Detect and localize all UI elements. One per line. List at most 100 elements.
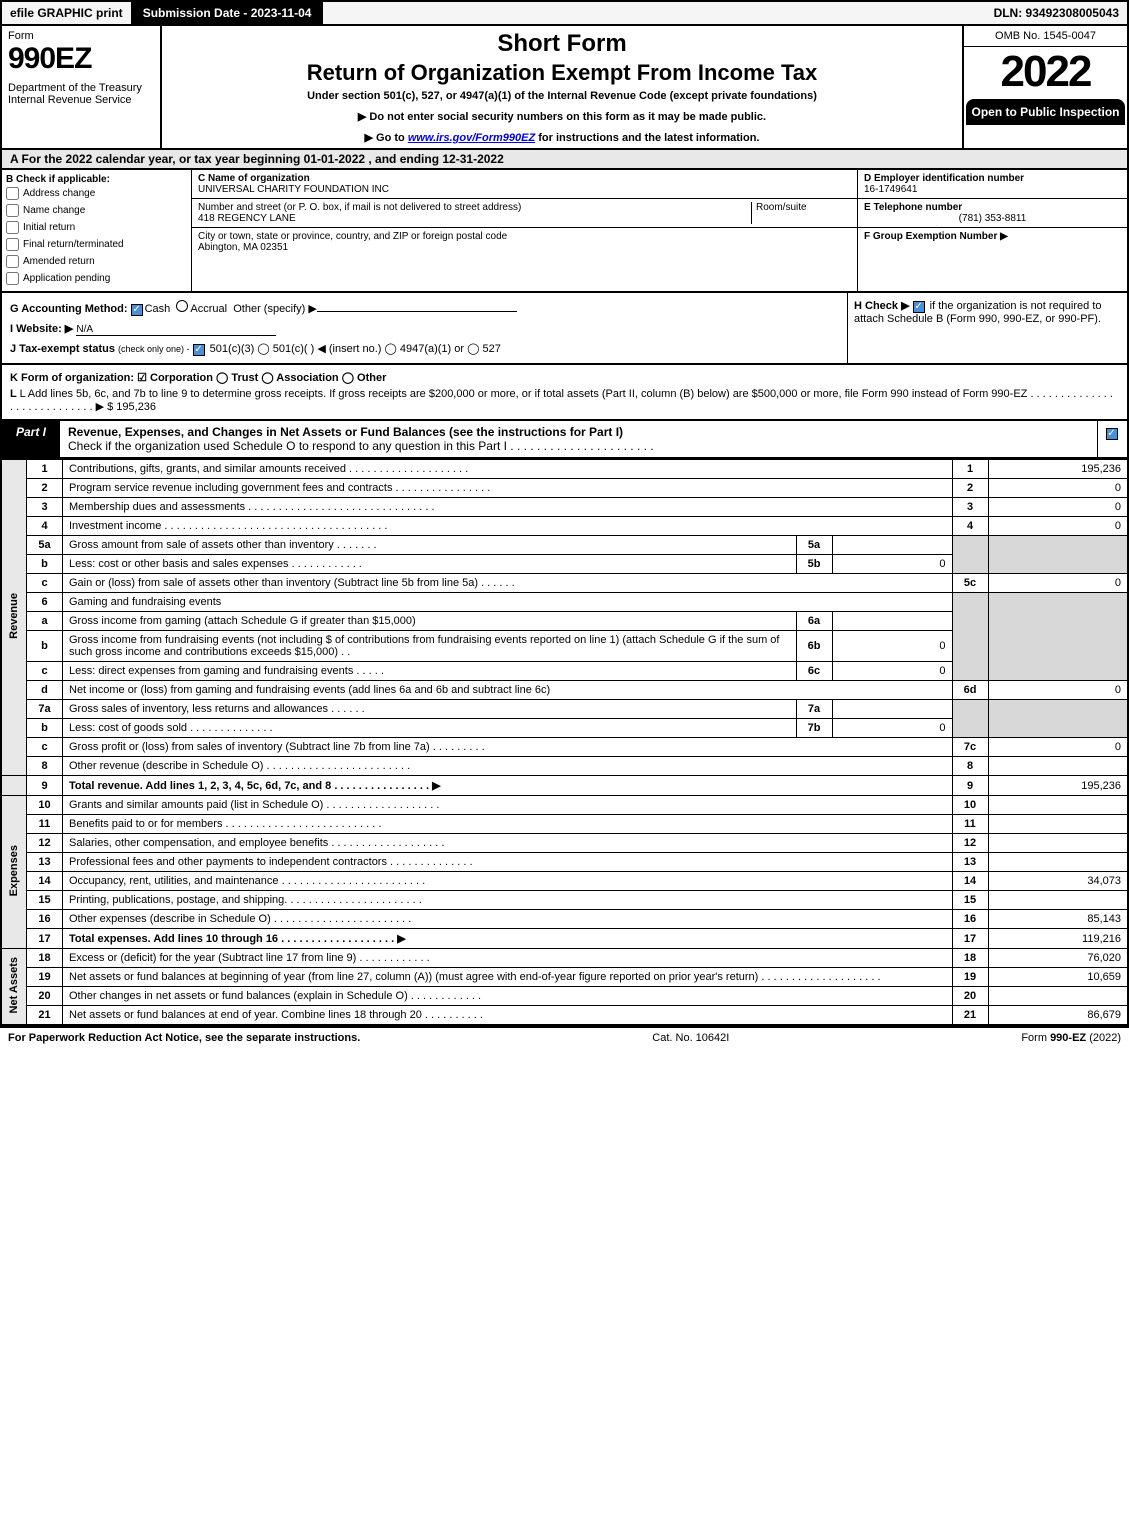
addr-label: Number and street (or P. O. box, if mail… bbox=[198, 202, 521, 213]
line-11-row: 11 Benefits paid to or for members . . .… bbox=[1, 815, 1128, 834]
row-a-calendar-year: A For the 2022 calendar year, or tax yea… bbox=[0, 150, 1129, 170]
line-15-row: 15 Printing, publications, postage, and … bbox=[1, 891, 1128, 910]
org-city-row: City or town, state or province, country… bbox=[192, 228, 857, 256]
section-c: C Name of organization UNIVERSAL CHARITY… bbox=[192, 170, 857, 291]
submission-date: Submission Date - 2023-11-04 bbox=[131, 2, 324, 24]
chk-amended-return[interactable]: Amended return bbox=[6, 253, 187, 270]
chk-initial-return[interactable]: Initial return bbox=[6, 219, 187, 236]
line-16-row: 16 Other expenses (describe in Schedule … bbox=[1, 910, 1128, 929]
revenue-side-label: Revenue bbox=[1, 460, 27, 776]
header-left: Form 990EZ Department of the Treasury In… bbox=[2, 26, 162, 148]
line-9-row: 9 Total revenue. Add lines 1, 2, 3, 4, 5… bbox=[1, 776, 1128, 796]
tel-value: (781) 353-8811 bbox=[864, 213, 1121, 224]
line-7a-row: 7a Gross sales of inventory, less return… bbox=[1, 700, 1128, 719]
header-center: Short Form Return of Organization Exempt… bbox=[162, 26, 962, 148]
line-14-row: 14 Occupancy, rent, utilities, and maint… bbox=[1, 872, 1128, 891]
line-19-row: 19 Net assets or fund balances at beginn… bbox=[1, 968, 1128, 987]
group-exemption-row: F Group Exemption Number ▶ bbox=[858, 228, 1127, 245]
website-field[interactable]: N/A bbox=[76, 324, 276, 336]
org-city: Abington, MA 02351 bbox=[198, 242, 288, 253]
efile-label: efile GRAPHIC print bbox=[2, 2, 131, 24]
line-13-row: 13 Professional fees and other payments … bbox=[1, 853, 1128, 872]
ein-value: 16-1749641 bbox=[864, 184, 917, 195]
gross-receipts-amount: $ 195,236 bbox=[107, 401, 156, 413]
line-6d-row: d Net income or (loss) from gaming and f… bbox=[1, 681, 1128, 700]
section-kl: K Form of organization: ☑ Corporation ◯ … bbox=[0, 365, 1129, 421]
line-3-row: 3 Membership dues and assessments . . . … bbox=[1, 498, 1128, 517]
form-word: Form bbox=[8, 30, 154, 42]
chk-501c3[interactable]: ✓ bbox=[193, 344, 205, 356]
city-label: City or town, state or province, country… bbox=[198, 231, 507, 242]
telephone-row: E Telephone number (781) 353-8811 bbox=[858, 199, 1127, 228]
ein-row: D Employer identification number 16-1749… bbox=[858, 170, 1127, 199]
line-17-row: 17 Total expenses. Add lines 10 through … bbox=[1, 929, 1128, 949]
line-21-row: 21 Net assets or fund balances at end of… bbox=[1, 1006, 1128, 1026]
line-i: I Website: ▶ N/A bbox=[10, 319, 839, 339]
ghij-left: G Accounting Method: ✓Cash Accrual Other… bbox=[2, 293, 847, 363]
org-address-row: Number and street (or P. O. box, if mail… bbox=[192, 199, 857, 228]
section-def: D Employer identification number 16-1749… bbox=[857, 170, 1127, 291]
line-g: G Accounting Method: ✓Cash Accrual Other… bbox=[10, 297, 839, 319]
expenses-side-label: Expenses bbox=[1, 796, 27, 949]
line-12-row: 12 Salaries, other compensation, and emp… bbox=[1, 834, 1128, 853]
section-ghij: G Accounting Method: ✓Cash Accrual Other… bbox=[0, 293, 1129, 365]
line-j: J Tax-exempt status (check only one) - ✓… bbox=[10, 339, 839, 359]
line-5c-row: c Gain or (loss) from sale of assets oth… bbox=[1, 574, 1128, 593]
line-10-row: Expenses 10 Grants and similar amounts p… bbox=[1, 796, 1128, 815]
goto-instruction: ▶ Go to www.irs.gov/Form990EZ for instru… bbox=[170, 131, 954, 144]
short-form-title: Short Form bbox=[170, 30, 954, 58]
footer-left: For Paperwork Reduction Act Notice, see … bbox=[8, 1032, 360, 1044]
line-4-row: 4 Investment income . . . . . . . . . . … bbox=[1, 517, 1128, 536]
other-method-field[interactable] bbox=[317, 311, 517, 312]
section-h: H Check ▶ ✓ if the organization is not r… bbox=[847, 293, 1127, 363]
line-6-row: 6 Gaming and fundraising events bbox=[1, 593, 1128, 612]
under-section: Under section 501(c), 527, or 4947(a)(1)… bbox=[170, 90, 954, 102]
chk-name-change[interactable]: Name change bbox=[6, 202, 187, 219]
line-20-row: 20 Other changes in net assets or fund b… bbox=[1, 987, 1128, 1006]
line-1-row: Revenue 1 Contributions, gifts, grants, … bbox=[1, 460, 1128, 479]
line-5a-row: 5a Gross amount from sale of assets othe… bbox=[1, 536, 1128, 555]
chk-cash[interactable]: ✓ bbox=[131, 304, 143, 316]
chk-final-return[interactable]: Final return/terminated bbox=[6, 236, 187, 253]
section-b-checklist: Address change Name change Initial retur… bbox=[6, 185, 187, 287]
footer-right: Form 990-EZ (2022) bbox=[1021, 1032, 1121, 1044]
chk-address-change[interactable]: Address change bbox=[6, 185, 187, 202]
tel-label: E Telephone number bbox=[864, 202, 962, 213]
part-1-header: Part I Revenue, Expenses, and Changes in… bbox=[0, 421, 1129, 459]
part-1-checkbox[interactable]: ✓ bbox=[1097, 421, 1127, 457]
section-b-label: B Check if applicable: bbox=[6, 174, 187, 185]
line-18-row: Net Assets 18 Excess or (deficit) for th… bbox=[1, 949, 1128, 968]
line-7c-row: c Gross profit or (loss) from sales of i… bbox=[1, 738, 1128, 757]
line-l: L L Add lines 5b, 6c, and 7b to line 9 t… bbox=[10, 386, 1119, 415]
org-address: 418 REGENCY LANE bbox=[198, 213, 296, 224]
chk-accrual[interactable] bbox=[176, 300, 188, 312]
line-8-row: 8 Other revenue (describe in Schedule O)… bbox=[1, 757, 1128, 776]
org-name-row: C Name of organization UNIVERSAL CHARITY… bbox=[192, 170, 857, 199]
dln-number: DLN: 93492308005043 bbox=[986, 2, 1127, 24]
no-ssn-instruction: ▶ Do not enter social security numbers o… bbox=[170, 110, 954, 123]
footer-mid: Cat. No. 10642I bbox=[652, 1032, 729, 1044]
netassets-side-label: Net Assets bbox=[1, 949, 27, 1026]
grp-label: F Group Exemption Number ▶ bbox=[864, 231, 1008, 242]
irs-link[interactable]: www.irs.gov/Form990EZ bbox=[408, 132, 535, 144]
chk-schedule-b-not-required[interactable]: ✓ bbox=[913, 301, 925, 313]
chk-application-pending[interactable]: Application pending bbox=[6, 270, 187, 287]
room-label: Room/suite bbox=[756, 202, 807, 213]
org-name-label: C Name of organization bbox=[198, 173, 310, 184]
section-b: B Check if applicable: Address change Na… bbox=[2, 170, 192, 291]
tax-year: 2022 bbox=[964, 47, 1127, 97]
return-title: Return of Organization Exempt From Incom… bbox=[170, 60, 954, 86]
page-footer: For Paperwork Reduction Act Notice, see … bbox=[0, 1026, 1129, 1048]
top-bar: efile GRAPHIC print Submission Date - 20… bbox=[0, 0, 1129, 26]
form-number: 990EZ bbox=[8, 42, 154, 76]
omb-number: OMB No. 1545-0047 bbox=[964, 26, 1127, 47]
financial-table: Revenue 1 Contributions, gifts, grants, … bbox=[0, 459, 1129, 1026]
ein-label: D Employer identification number bbox=[864, 173, 1024, 184]
department: Department of the Treasury Internal Reve… bbox=[8, 82, 154, 106]
section-bcdef: B Check if applicable: Address change Na… bbox=[0, 170, 1129, 293]
org-name: UNIVERSAL CHARITY FOUNDATION INC bbox=[198, 184, 389, 195]
open-to-public: Open to Public Inspection bbox=[966, 99, 1125, 125]
line-k: K Form of organization: ☑ Corporation ◯ … bbox=[10, 369, 1119, 386]
part-1-tab: Part I bbox=[2, 421, 60, 457]
part-1-title: Revenue, Expenses, and Changes in Net As… bbox=[60, 421, 1097, 457]
